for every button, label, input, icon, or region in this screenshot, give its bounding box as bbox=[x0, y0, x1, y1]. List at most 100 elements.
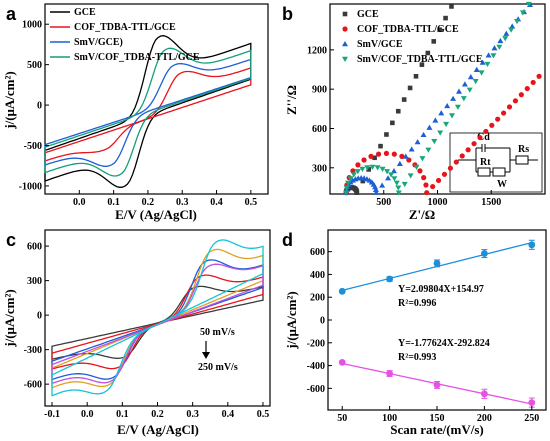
eis-point-3 bbox=[413, 164, 420, 170]
y-tick-label: 600 bbox=[27, 242, 42, 253]
cv-curve-4 bbox=[51, 263, 264, 385]
y-tick-label: 300 bbox=[312, 163, 327, 174]
eis-point-0 bbox=[378, 143, 383, 149]
eis-point-1 bbox=[495, 116, 501, 122]
eis-point-2 bbox=[432, 117, 439, 123]
eis-point-0 bbox=[360, 178, 366, 184]
x-tick-label: 100 bbox=[382, 413, 397, 424]
eis-point-3 bbox=[490, 53, 497, 59]
y-tick-label: -200 bbox=[307, 338, 325, 349]
legend-label-1: COF_TDBA-TTL/GCE bbox=[74, 22, 176, 33]
panel-a-xlabel: E/V (Ag/AgCl) bbox=[115, 207, 197, 222]
y-tick-label: 200 bbox=[310, 293, 325, 304]
x-tick-label: 0.2 bbox=[142, 197, 155, 208]
eis-point-3 bbox=[460, 96, 467, 102]
eis-point-2 bbox=[509, 23, 516, 29]
x-tick-label: 50 bbox=[337, 413, 347, 424]
x-tick-label: 500 bbox=[376, 197, 391, 208]
data-point-0 bbox=[433, 259, 441, 267]
eis-point-2 bbox=[456, 88, 462, 94]
eis-point-2 bbox=[479, 59, 486, 65]
eis-point-0 bbox=[372, 155, 377, 161]
eis-point-2 bbox=[390, 168, 397, 174]
panel-a: a j/(μA/cm²) E/V (Ag/AgCl) 0.0 0.1 0.2 0.3 0… bbox=[2, 3, 269, 222]
eis-point-3 bbox=[502, 36, 509, 42]
cv-curve-5 bbox=[51, 239, 264, 397]
eis-point-1 bbox=[417, 168, 423, 174]
panel-d-eq-cathodic: Y=-1.77624X-292.824 bbox=[398, 338, 490, 349]
eis-point-2 bbox=[396, 160, 403, 166]
panel-d-label: d bbox=[282, 230, 293, 250]
data-point-0 bbox=[386, 275, 394, 283]
x-tick-label: 0.4 bbox=[210, 197, 223, 208]
eis-point-1 bbox=[375, 151, 382, 157]
eis-point-3 bbox=[388, 172, 395, 178]
y-tick-label: 600 bbox=[312, 124, 327, 135]
eis-point-2 bbox=[373, 189, 380, 195]
eis-point-2 bbox=[473, 66, 480, 73]
x-tick-label: 250 bbox=[524, 413, 539, 424]
eis-point-3 bbox=[407, 173, 414, 179]
y-tick-label: -400 bbox=[307, 361, 325, 372]
inset-frame bbox=[449, 132, 543, 193]
eis-point-0 bbox=[407, 85, 413, 91]
eis-point-2 bbox=[497, 37, 504, 44]
eis-point-3 bbox=[431, 139, 438, 145]
eis-point-2 bbox=[426, 124, 433, 130]
eis-point-1 bbox=[424, 190, 430, 196]
data-point-0 bbox=[528, 241, 536, 249]
y-tick-label: -500 bbox=[24, 141, 42, 152]
eis-point-1 bbox=[368, 153, 374, 159]
eis-point-3 bbox=[343, 185, 350, 191]
eis-point-3 bbox=[449, 113, 456, 119]
eis-point-2 bbox=[485, 52, 492, 58]
eis-point-1 bbox=[355, 162, 361, 168]
panel-d-r2-anodic: R²=0.996 bbox=[398, 298, 436, 309]
eis-point-1 bbox=[483, 128, 489, 135]
x-tick-label: 0.1 bbox=[116, 409, 129, 420]
eis-point-2 bbox=[414, 139, 421, 145]
eis-point-0 bbox=[425, 50, 431, 56]
eis-point-3 bbox=[393, 180, 400, 186]
y-tick-label: 1000 bbox=[22, 20, 42, 31]
eis-point-3 bbox=[425, 147, 432, 153]
eis-point-0 bbox=[449, 4, 454, 9]
eis-point-3 bbox=[519, 10, 526, 16]
x-tick-label: 0.2 bbox=[151, 409, 164, 420]
y-tick-label: 1200 bbox=[307, 45, 327, 56]
eis-point-1 bbox=[536, 73, 542, 79]
data-point-1 bbox=[386, 370, 394, 377]
y-tick-label: -600 bbox=[24, 380, 42, 391]
x-tick-label: 0.4 bbox=[222, 409, 235, 420]
eis-point-3 bbox=[384, 169, 391, 175]
eis-point-1 bbox=[361, 157, 367, 163]
eis-point-3 bbox=[391, 176, 398, 182]
cv-curve-3 bbox=[44, 47, 252, 177]
x-tick-label: 1000 bbox=[428, 197, 448, 208]
eis-point-2 bbox=[372, 186, 379, 193]
eis-point-3 bbox=[369, 164, 376, 171]
x-tick-label: 0.1 bbox=[107, 197, 120, 208]
panel-d-r2-cathodic: R²=0.993 bbox=[398, 352, 436, 363]
eis-point-2 bbox=[503, 30, 510, 36]
eis-point-2 bbox=[450, 95, 457, 101]
eis-point-0 bbox=[437, 27, 442, 33]
eis-point-3 bbox=[359, 166, 366, 172]
eis-inset: Cd Rs Rt W bbox=[449, 132, 543, 193]
panel-b-label: b bbox=[282, 4, 293, 24]
y-tick-label: 400 bbox=[310, 270, 325, 281]
eis-point-1 bbox=[530, 79, 536, 86]
eis-point-2 bbox=[461, 81, 468, 87]
legend-marker-2 bbox=[342, 41, 348, 47]
inset-cd-label: Cd bbox=[477, 132, 490, 143]
eis-point-1 bbox=[421, 175, 427, 181]
panel-c-annot-start: 50 mV/s bbox=[200, 327, 235, 338]
y-tick-label: 0 bbox=[37, 101, 42, 112]
panel-b-ylabel: Z''/Ω bbox=[284, 85, 299, 115]
eis-point-1 bbox=[518, 92, 524, 98]
eis-point-3 bbox=[478, 70, 485, 76]
legend-label-1: COF_TDBA-TTL/GCE bbox=[357, 24, 459, 35]
eis-point-0 bbox=[431, 39, 437, 44]
eis-point-0 bbox=[401, 97, 407, 102]
